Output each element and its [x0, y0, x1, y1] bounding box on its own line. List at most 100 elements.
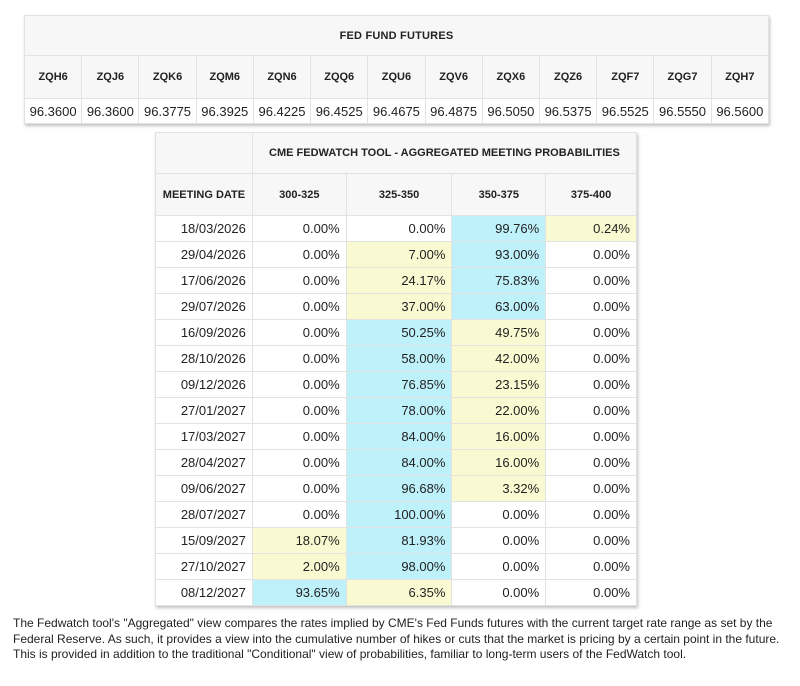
- futures-contract-header: ZQH7: [710, 55, 770, 99]
- probability-cell: 0.00%: [251, 319, 347, 346]
- probability-cell: 0.00%: [545, 449, 637, 476]
- probability-cell: 0.00%: [545, 475, 637, 502]
- meeting-date-cell: 17/06/2026: [155, 267, 253, 294]
- probability-cell: 0.00%: [345, 215, 453, 242]
- probability-cell: 0.24%: [545, 215, 637, 242]
- probability-cell: 93.65%: [251, 579, 347, 606]
- probability-cell: 58.00%: [345, 345, 453, 372]
- futures-price-cell: 96.5375: [538, 98, 598, 124]
- futures-price-cell: 96.3600: [23, 98, 83, 124]
- probability-cell: 0.00%: [251, 397, 347, 424]
- table-row: 27/10/2027 2.00% 98.00% 0.00% 0.00%: [155, 553, 637, 580]
- probability-cell: 81.93%: [345, 527, 453, 554]
- probability-cell: 6.35%: [345, 579, 453, 606]
- probability-cell: 18.07%: [251, 527, 347, 554]
- meeting-date-cell: 27/01/2027: [155, 397, 253, 424]
- probability-cell: 7.00%: [345, 241, 453, 268]
- probability-cell: 16.00%: [451, 423, 547, 450]
- meeting-date-cell: 15/09/2027: [155, 527, 253, 554]
- futures-contract-header: ZQU6: [367, 55, 426, 99]
- meeting-date-header: MEETING DATE: [155, 173, 253, 216]
- meeting-date-cell: 28/04/2027: [155, 449, 253, 476]
- probability-cell: 0.00%: [545, 501, 637, 528]
- futures-contract-header: ZQG7: [653, 55, 712, 99]
- probability-cell: 0.00%: [251, 371, 347, 398]
- probability-cell: 3.32%: [451, 475, 547, 502]
- futures-price-cell: 96.5550: [653, 98, 712, 124]
- futures-price-cell: 96.3775: [138, 98, 197, 124]
- futures-header-row: ZQH6 ZQJ6 ZQK6 ZQM6 ZQN6 ZQQ6 ZQU6 ZQV6 ZQX6 ZQZ6…: [23, 55, 770, 99]
- fedwatch-header-row: MEETING DATE 300-325 325-350 350-375 375-40…: [155, 173, 637, 216]
- table-row: 09/12/2026 0.00% 76.85% 23.15% 0.00%: [155, 371, 637, 398]
- futures-contract-header: ZQM6: [195, 55, 254, 99]
- probability-cell: 0.00%: [545, 319, 637, 346]
- probability-cell: 0.00%: [545, 371, 637, 398]
- probability-cell: 0.00%: [545, 345, 637, 372]
- probability-cell: 96.68%: [345, 475, 453, 502]
- table-row: 09/06/2027 0.00% 96.68% 3.32% 0.00%: [155, 475, 637, 502]
- meeting-date-cell: 29/07/2026: [155, 293, 253, 320]
- probability-cell: 0.00%: [451, 579, 547, 606]
- table-row: 28/10/2026 0.00% 58.00% 42.00% 0.00%: [155, 345, 637, 372]
- probability-cell: 0.00%: [251, 215, 347, 242]
- meeting-date-cell: 09/06/2027: [155, 475, 253, 502]
- table-row: 17/06/2026 0.00% 24.17% 75.83% 0.00%: [155, 267, 637, 294]
- table-row: 27/01/2027 0.00% 78.00% 22.00% 0.00%: [155, 397, 637, 424]
- meeting-date-cell: 29/04/2026: [155, 241, 253, 268]
- rate-range-header: 300-325: [251, 173, 347, 216]
- fed-fund-futures-panel: FED FUND FUTURES ZQH6 ZQJ6 ZQK6 ZQM6 ZQN6 ZQQ…: [23, 15, 770, 124]
- table-row: 15/09/2027 18.07% 81.93% 0.00% 0.00%: [155, 527, 637, 554]
- probability-cell: 0.00%: [251, 423, 347, 450]
- fed-fund-futures-table: FED FUND FUTURES ZQH6 ZQJ6 ZQK6 ZQM6 ZQN6 ZQQ…: [23, 15, 770, 124]
- probability-cell: 16.00%: [451, 449, 547, 476]
- probability-cell: 75.83%: [451, 267, 547, 294]
- table-row: 17/03/2027 0.00% 84.00% 16.00% 0.00%: [155, 423, 637, 450]
- probability-cell: 0.00%: [545, 527, 637, 554]
- probability-cell: 78.00%: [345, 397, 453, 424]
- meeting-date-cell: 18/03/2026: [155, 215, 253, 242]
- probability-cell: 0.00%: [545, 397, 637, 424]
- table-row: 29/07/2026 0.00% 37.00% 63.00% 0.00%: [155, 293, 637, 320]
- empty-corner-cell: [155, 132, 253, 174]
- futures-price-cell: 96.4875: [424, 98, 483, 124]
- fedwatch-table-body: 18/03/2026 0.00% 0.00% 99.76% 0.24% 29/04/202…: [155, 215, 637, 606]
- rate-range-header: 375-400: [545, 173, 637, 216]
- rate-range-header: 325-350: [345, 173, 453, 216]
- fedwatch-probabilities-table: CME FEDWATCH TOOL - AGGREGATED MEETING P…: [155, 132, 638, 606]
- probability-cell: 0.00%: [251, 345, 347, 372]
- probability-cell: 0.00%: [451, 553, 547, 580]
- probability-cell: 0.00%: [545, 293, 637, 320]
- table-row: 28/04/2027 0.00% 84.00% 16.00% 0.00%: [155, 449, 637, 476]
- futures-price-cell: 96.3600: [81, 98, 140, 124]
- futures-price-cell: 96.4225: [252, 98, 312, 124]
- probability-cell: 0.00%: [451, 527, 547, 554]
- futures-price-cell: 96.5600: [710, 98, 770, 124]
- meeting-date-cell: 16/09/2026: [155, 319, 253, 346]
- probability-cell: 0.00%: [451, 501, 547, 528]
- futures-contract-header: ZQF7: [596, 55, 655, 99]
- futures-price-cell: 96.5050: [481, 98, 540, 124]
- meeting-date-cell: 09/12/2026: [155, 371, 253, 398]
- probability-cell: 93.00%: [451, 241, 547, 268]
- probability-cell: 23.15%: [451, 371, 547, 398]
- probability-cell: 0.00%: [545, 579, 637, 606]
- table-row: 29/04/2026 0.00% 7.00% 93.00% 0.00%: [155, 241, 637, 268]
- meeting-date-cell: 08/12/2027: [155, 579, 253, 606]
- futures-contract-header: ZQH6: [23, 55, 83, 99]
- meeting-date-cell: 17/03/2027: [155, 423, 253, 450]
- futures-contract-header: ZQN6: [252, 55, 312, 99]
- futures-contract-header: ZQQ6: [310, 55, 369, 99]
- probability-cell: 63.00%: [451, 293, 547, 320]
- probability-cell: 0.00%: [251, 449, 347, 476]
- table-row: 18/03/2026 0.00% 0.00% 99.76% 0.24%: [155, 215, 637, 242]
- probability-cell: 99.76%: [451, 215, 547, 242]
- futures-price-cell: 96.4675: [367, 98, 426, 124]
- meeting-date-cell: 28/10/2026: [155, 345, 253, 372]
- probability-cell: 0.00%: [251, 475, 347, 502]
- table-row: 08/12/2027 93.65% 6.35% 0.00% 0.00%: [155, 579, 637, 606]
- probability-cell: 24.17%: [345, 267, 453, 294]
- probability-cell: 0.00%: [545, 267, 637, 294]
- meeting-date-cell: 28/07/2027: [155, 501, 253, 528]
- futures-contract-header: ZQV6: [424, 55, 483, 99]
- futures-price-row: 96.3600 96.3600 96.3775 96.3925 96.4225 96.45…: [23, 98, 770, 124]
